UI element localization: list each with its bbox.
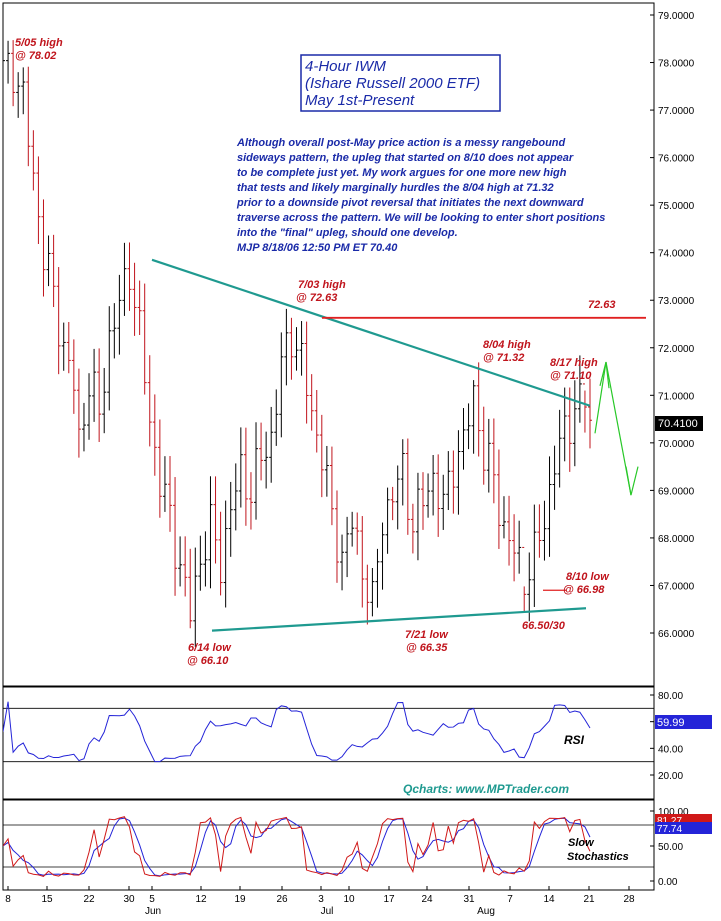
rsi-line [3,701,591,763]
month-labels: Jun Jul Aug [145,906,495,917]
date-tick-label: 26 [276,894,288,905]
stochastics-axis: 0.00 50.00 100.00 [650,807,689,888]
rsi-current-tag [655,715,712,729]
stochastics-current-value-1: 81.27 [657,816,682,827]
commentary-line: that tests and likely marginally hurdles… [237,182,554,194]
commentary-line: prior to a downside pivot reversal that … [236,197,584,209]
date-tick-label: 5 [149,894,155,905]
stochastics-slow-line [3,817,591,877]
price-axis: 66.0000 67.0000 68.0000 69.0000 70.0000 71.00… [650,11,695,640]
price-tick-label: 77.0000 [658,106,695,117]
stochastics-fast-line [3,816,591,877]
price-panel-frame [2,2,655,687]
date-tick-label: 15 [41,894,53,905]
date-tick-label: 10 [343,894,355,905]
current-price-tag [655,416,703,431]
annotation-7-03-value: @ 72.63 [296,292,337,304]
annotation-6-14-value: @ 66.10 [187,655,229,667]
rsi-current-value: 59.99 [657,717,685,729]
annotation-7-03-high: 7/03 high [298,279,346,291]
price-tick-label: 71.0000 [658,391,695,402]
rsi-tick-label: 20.00 [658,771,683,782]
stochastics-label-line-2: Stochastics [567,851,629,863]
upper-trendline [151,258,591,407]
price-tick-label: 69.0000 [658,486,695,497]
stochastics-label-line-1: Slow [568,837,595,849]
resistance-label: 72.63 [588,299,616,311]
price-tick-label: 76.0000 [658,154,695,165]
commentary-line: traverse across the pattern. We will be … [237,212,605,224]
date-tick-label: 31 [463,894,475,905]
month-label: Aug [477,906,495,917]
rsi-tick-label: 80.00 [658,691,683,702]
commentary: Although overall post-May price action i… [236,137,605,254]
annotation-8-10-value: @ 66.98 [563,584,605,596]
price-tick-label: 66.0000 [658,629,695,640]
stochastics-current-value-2: 77.74 [657,824,682,835]
annotation-8-10-low: 8/10 low [566,571,610,583]
date-tick-label: 19 [234,894,246,905]
price-tick-label: 72.0000 [658,344,695,355]
date-tick-label: 17 [383,894,395,905]
annotation-5-05-high: 5/05 high [15,37,63,49]
annotation-8-17-value: @ 71.10 [550,370,592,382]
watermark: Qcharts: www.MPTrader.com [403,782,569,796]
annotation-8-04-high: 8/04 high [483,339,531,351]
date-tick-label: 28 [623,894,635,905]
title-line-2: (Ishare Russell 2000 ETF) [305,75,480,92]
date-axis: 8 15 22 30 5 12 19 26 3 10 17 24 31 7 14 21 28 [5,886,635,905]
price-tick-label: 79.0000 [658,11,695,22]
title-line-1: 4-Hour IWM [305,58,386,75]
stochastics-tick-label: 0.00 [658,877,678,888]
date-tick-label: 14 [543,894,555,905]
date-tick-label: 30 [123,894,135,905]
date-tick-label: 21 [583,894,595,905]
stochastics-current-tag-2 [655,822,712,834]
date-tick-label: 7 [507,894,513,905]
price-tick-label: 75.0000 [658,201,695,212]
annotation-8-17-high: 8/17 high [550,357,598,369]
stochastics-tick-label: 100.00 [658,807,689,818]
month-label: Jun [145,906,161,917]
month-label: Jul [321,906,334,917]
annotation-6-14-low: 6/14 low [188,642,232,654]
price-tick-label: 68.0000 [658,534,695,545]
price-tick-label: 73.0000 [658,296,695,307]
title-box [300,54,501,112]
price-tick-label: 74.0000 [658,249,695,260]
title-line-3: May 1st-Present [305,92,415,109]
date-tick-label: 24 [421,894,433,905]
commentary-line: into the "final" upleg, should one devel… [237,227,458,239]
price-bars [3,40,592,647]
date-tick-label: 8 [5,894,11,905]
annotation-5-05-value: @ 78.02 [15,50,56,62]
date-tick-label: 12 [195,894,207,905]
projection-arrowhead-up [599,361,610,389]
commentary-line: MJP 8/18/06 12:50 PM ET 70.40 [237,242,398,254]
price-tick-label: 67.0000 [658,581,695,592]
stochastics-panel-frame [2,799,655,891]
commentary-line: Although overall post-May price action i… [236,137,566,149]
rsi-panel-frame [2,686,655,800]
commentary-line: to be complete just yet. My work argues … [237,167,567,179]
rsi-tick-label: 40.00 [658,744,683,755]
stochastics-tick-label: 50.00 [658,842,683,853]
current-price-value: 70.4100 [658,418,698,430]
projection-arrowhead-down [625,466,639,496]
annotation-8-04-value: @ 71.32 [483,352,524,364]
annotation-7-21-value: @ 66.35 [406,642,448,654]
lower-trendline [211,607,587,632]
price-tick-label: 70.0000 [658,439,695,450]
annotation-7-21-low: 7/21 low [405,629,449,641]
price-tick-label: 78.0000 [658,59,695,70]
commentary-line: sideways pattern, the upleg that started… [237,152,574,164]
support-label: 66.50/30 [522,620,566,632]
date-tick-label: 3 [318,894,324,905]
rsi-label: RSI [564,733,585,747]
date-tick-label: 22 [83,894,95,905]
